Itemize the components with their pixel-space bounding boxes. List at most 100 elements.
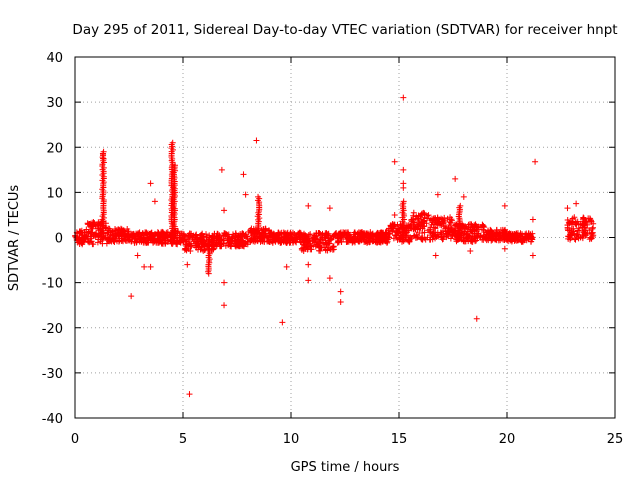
data-point xyxy=(414,216,421,223)
data-point xyxy=(431,215,438,222)
y-tick-label: 10 xyxy=(46,186,63,201)
data-point xyxy=(305,261,312,268)
y-tick-label: 0 xyxy=(55,232,63,247)
data-point xyxy=(84,233,91,240)
data-point xyxy=(335,238,342,245)
data-point xyxy=(528,235,535,242)
data-point xyxy=(197,232,204,239)
data-point xyxy=(479,221,486,228)
data-point xyxy=(224,233,231,240)
data-point xyxy=(113,227,120,234)
data-point xyxy=(154,232,161,239)
data-point xyxy=(498,235,505,242)
data-point xyxy=(134,230,141,237)
data-point xyxy=(197,246,204,253)
data-point xyxy=(184,235,191,242)
data-point xyxy=(281,233,288,240)
data-point xyxy=(423,220,430,227)
data-point xyxy=(363,230,370,237)
data-point xyxy=(471,222,478,229)
y-tick-label: -30 xyxy=(42,367,63,382)
data-point xyxy=(571,214,578,221)
data-point xyxy=(588,218,595,225)
data-point xyxy=(467,248,474,255)
data-point xyxy=(174,237,181,244)
data-point xyxy=(567,235,574,242)
data-point xyxy=(122,231,129,238)
data-point xyxy=(338,233,345,240)
data-point xyxy=(87,238,94,245)
data-point xyxy=(124,225,131,232)
data-point xyxy=(391,211,398,218)
data-point xyxy=(126,237,133,244)
data-point xyxy=(516,232,523,239)
data-point xyxy=(91,232,98,239)
data-point xyxy=(147,180,154,187)
data-point xyxy=(188,230,195,237)
data-point xyxy=(301,242,308,249)
data-point xyxy=(240,171,247,178)
data-point xyxy=(138,238,145,245)
data-point xyxy=(172,162,179,169)
data-point xyxy=(288,234,295,241)
data-point xyxy=(382,237,389,244)
data-point xyxy=(129,234,136,241)
data-point xyxy=(215,237,222,244)
data-point xyxy=(400,198,407,205)
data-point xyxy=(569,219,576,226)
data-point xyxy=(452,175,459,182)
data-point xyxy=(514,234,521,241)
data-point xyxy=(573,200,580,207)
data-point xyxy=(417,212,424,219)
data-point xyxy=(324,247,331,254)
data-point xyxy=(309,235,316,242)
data-point xyxy=(193,240,200,247)
data-point xyxy=(524,234,531,241)
data-point xyxy=(231,237,238,244)
data-point xyxy=(438,222,445,229)
data-point xyxy=(216,234,223,241)
data-point xyxy=(504,235,511,242)
data-point xyxy=(107,227,114,234)
data-point xyxy=(322,230,329,237)
data-point xyxy=(475,230,482,237)
data-point xyxy=(589,229,596,236)
data-point xyxy=(453,221,460,228)
data-point xyxy=(572,236,579,243)
data-point xyxy=(305,202,312,209)
data-point xyxy=(283,263,290,270)
data-point xyxy=(198,231,205,238)
data-point xyxy=(258,229,265,236)
data-point xyxy=(146,234,153,241)
data-point xyxy=(243,233,250,240)
data-point xyxy=(259,237,266,244)
data-point xyxy=(521,237,528,244)
data-point xyxy=(143,230,150,237)
data-point xyxy=(236,243,243,250)
data-point xyxy=(180,236,187,243)
data-point xyxy=(86,239,93,246)
data-point xyxy=(117,229,124,236)
data-point xyxy=(187,240,194,247)
data-point xyxy=(94,239,101,246)
data-point xyxy=(326,275,333,282)
data-point xyxy=(588,235,595,242)
data-point xyxy=(529,216,536,223)
data-point xyxy=(182,245,189,252)
data-point xyxy=(574,227,581,234)
data-point xyxy=(253,137,260,144)
data-point xyxy=(410,209,417,216)
data-point xyxy=(235,232,242,239)
data-point xyxy=(468,228,475,235)
data-point xyxy=(184,261,191,268)
data-point xyxy=(584,221,591,228)
data-point xyxy=(335,232,342,239)
data-point xyxy=(418,236,425,243)
data-point xyxy=(313,241,320,248)
data-point xyxy=(372,238,379,245)
y-tick-label: 20 xyxy=(46,141,63,156)
data-point xyxy=(352,231,359,238)
data-point xyxy=(467,238,474,245)
data-point xyxy=(501,202,508,209)
data-point xyxy=(424,212,431,219)
